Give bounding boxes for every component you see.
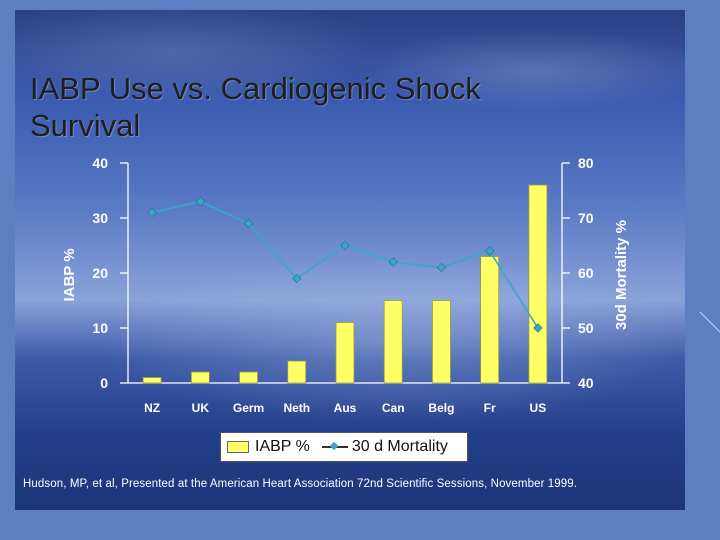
x-category-label: UK bbox=[192, 401, 210, 415]
chart-legend: IABP % 30 d Mortality bbox=[220, 432, 468, 462]
mortality-point-UK bbox=[195, 196, 206, 207]
legend-line-label: 30 d Mortality bbox=[351, 438, 448, 455]
mortality-point-Germ bbox=[243, 218, 254, 229]
y-right-tick-label: 60 bbox=[578, 265, 594, 281]
y-left-tick-label: 10 bbox=[92, 320, 108, 336]
bar-Belg bbox=[432, 300, 451, 384]
mortality-point-Belg bbox=[436, 262, 447, 273]
legend-bar-label: IABP % bbox=[255, 438, 310, 455]
y-right-tick-label: 70 bbox=[578, 210, 594, 226]
bar-NZ bbox=[142, 377, 162, 384]
y-right-tick-label: 40 bbox=[578, 375, 594, 391]
citation-text: Hudson, MP, et al, Presented at the Amer… bbox=[23, 478, 578, 490]
x-category-label: Can bbox=[382, 401, 405, 415]
y-right-tick-label: 50 bbox=[578, 320, 594, 336]
slide-background bbox=[15, 10, 685, 510]
bar-US bbox=[528, 184, 548, 384]
y-left-tick-label: 0 bbox=[100, 375, 108, 391]
y-left-axis-title: IABP % bbox=[61, 248, 78, 301]
y-left-tick-label: 40 bbox=[92, 155, 108, 171]
mortality-point-Can bbox=[388, 257, 398, 267]
bar-Fr bbox=[480, 256, 500, 384]
bar-UK bbox=[190, 371, 210, 384]
x-category-label: Aus bbox=[334, 401, 357, 415]
legend-bar-swatch bbox=[227, 441, 249, 453]
slide-title-line1: IABP Use vs. Cardiogenic Shock bbox=[30, 71, 481, 106]
x-category-label: Fr bbox=[484, 401, 496, 415]
mortality-point-NZ bbox=[147, 207, 157, 218]
slide-title: IABP Use vs. Cardiogenic Shock Survival bbox=[30, 70, 570, 144]
y-right-tick-label: 80 bbox=[578, 155, 594, 171]
mortality-point-US bbox=[533, 323, 543, 333]
bar-Can bbox=[383, 300, 403, 384]
x-category-label: Germ bbox=[233, 401, 264, 415]
y-right-axis-title: 30d Mortality % bbox=[613, 220, 630, 330]
mortality-point-Fr bbox=[484, 246, 495, 256]
bar-Aus bbox=[335, 322, 355, 384]
mortality-point-Aus bbox=[340, 240, 350, 251]
legend-line-marker bbox=[321, 442, 348, 452]
mortality-line bbox=[151, 200, 539, 329]
bar-Neth bbox=[287, 360, 307, 384]
slide-title-line2: Survival bbox=[30, 108, 141, 143]
y-left-tick-label: 30 bbox=[92, 210, 108, 226]
mortality-point-Neth bbox=[292, 273, 302, 284]
x-category-label: US bbox=[530, 401, 547, 415]
x-category-label: NZ bbox=[144, 401, 160, 415]
bar-Germ bbox=[239, 371, 258, 384]
decorative-streak bbox=[699, 311, 720, 333]
x-category-label: Belg bbox=[428, 401, 454, 415]
x-category-label: Neth bbox=[283, 401, 310, 415]
y-left-tick-label: 20 bbox=[92, 265, 108, 281]
